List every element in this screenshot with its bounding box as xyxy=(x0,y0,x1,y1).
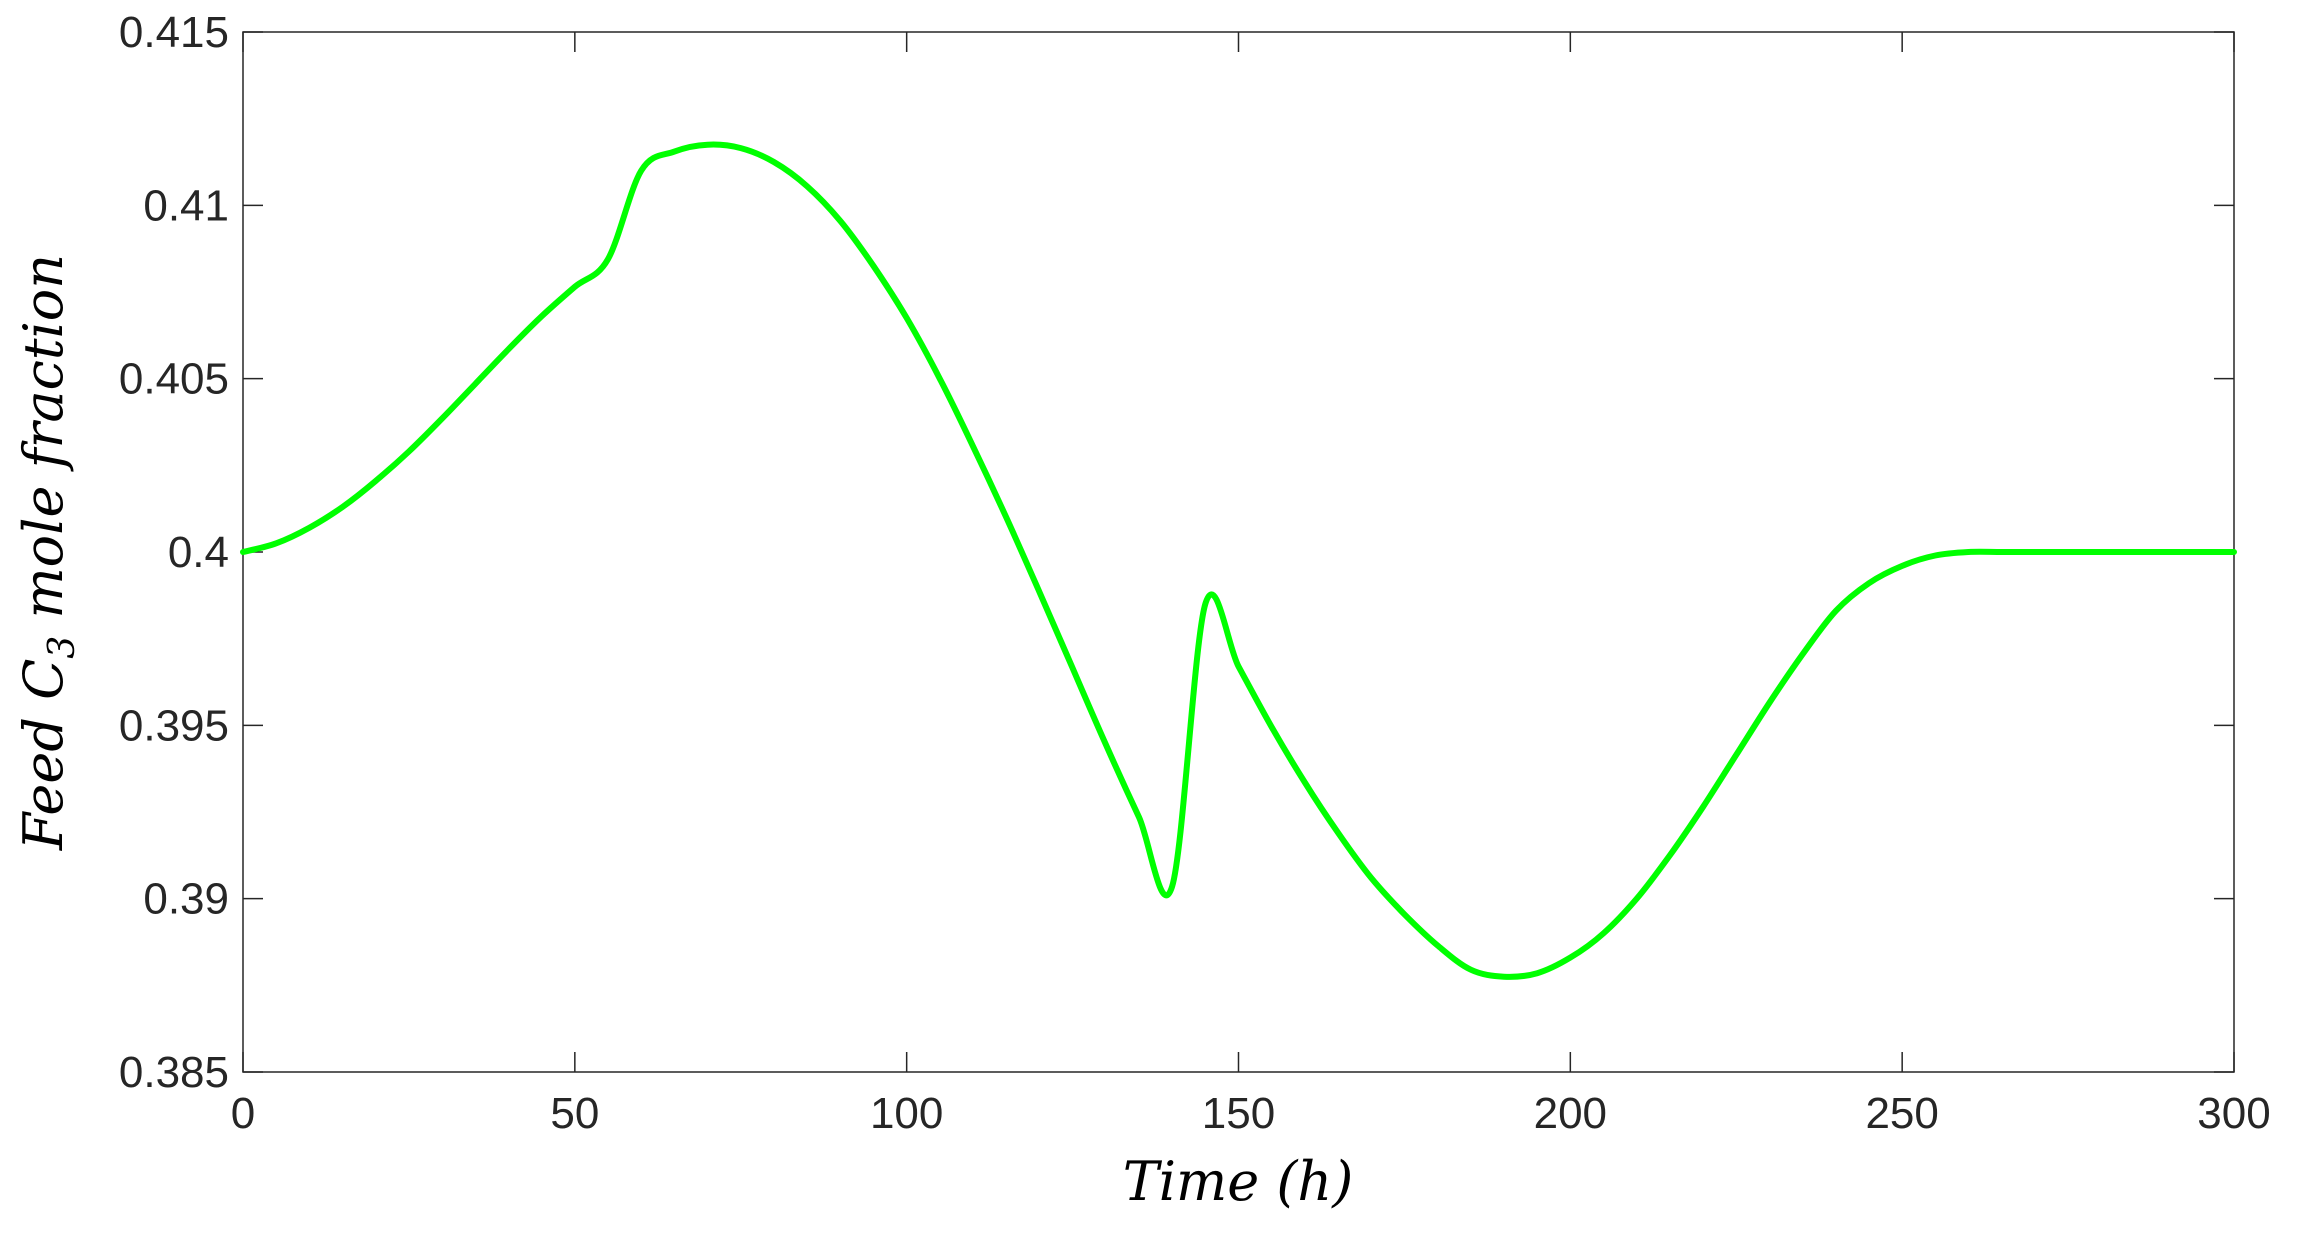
x-tick-label: 50 xyxy=(550,1089,599,1138)
y-axis-title: Feed C3 mole fraction xyxy=(12,254,83,851)
x-tick-label: 100 xyxy=(870,1089,943,1138)
x-tick-label: 300 xyxy=(2197,1089,2270,1138)
plot-area xyxy=(242,31,2235,1073)
y-tick-label: 0.415 xyxy=(119,8,229,57)
x-tick-label: 150 xyxy=(1202,1089,1275,1138)
y-tick-label: 0.395 xyxy=(119,701,229,750)
x-axis: 0 50 100 150 200 250 300 xyxy=(231,32,2271,1138)
y-tick-label: 0.405 xyxy=(119,355,229,404)
y-tick-label: 0.39 xyxy=(143,875,229,924)
y-tick-label: 0.41 xyxy=(143,181,229,230)
x-tick-label: 250 xyxy=(1865,1089,1938,1138)
y-tick-label: 0.4 xyxy=(168,528,229,577)
x-tick-label: 0 xyxy=(231,1089,255,1138)
series-line xyxy=(240,141,2237,980)
y-tick-label: 0.385 xyxy=(119,1048,229,1097)
x-axis-title: Time (h) xyxy=(1123,1150,1354,1213)
x-tick-label: 200 xyxy=(1534,1089,1607,1138)
y-axis: 0.385 0.39 0.395 0.4 0.405 0.41 0.415 xyxy=(119,8,2234,1097)
